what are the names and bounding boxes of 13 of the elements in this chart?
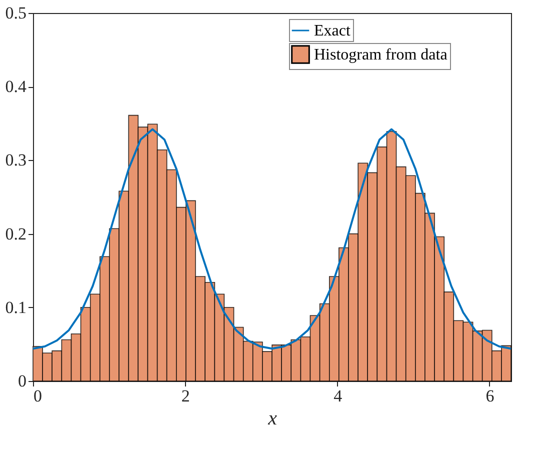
- legend-label: Exact: [314, 22, 351, 40]
- y-tick-label: 0: [18, 372, 26, 390]
- y-tick-label: 0.2: [5, 224, 26, 244]
- y-tick-label: 0.4: [5, 77, 27, 96]
- x-tick-label: 4: [334, 386, 343, 406]
- y-tick-label: 0.3: [5, 150, 26, 170]
- y-tick-label: 0.1: [5, 298, 26, 317]
- x-tick-label: 6: [486, 386, 494, 406]
- y-tick-label: 0.5: [5, 4, 26, 22]
- x-tick-label: 2: [181, 386, 190, 406]
- x-tick-label: 0: [34, 386, 42, 406]
- x-axis-title: x: [267, 408, 278, 430]
- legend-label: Histogram from data: [314, 46, 448, 64]
